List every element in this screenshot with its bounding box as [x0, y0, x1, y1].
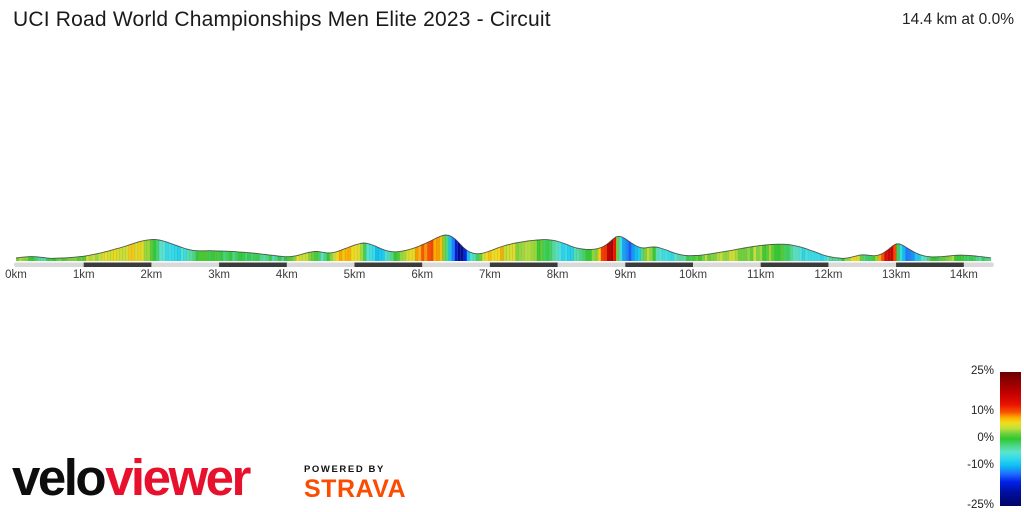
strava-logo: STRAVA — [304, 475, 407, 503]
x-tick-label: 10km — [678, 269, 708, 281]
x-tick-label: 4km — [275, 269, 298, 281]
elevation-profile-chart[interactable] — [0, 0, 1024, 270]
x-tick-label: 6km — [411, 269, 434, 281]
gradient-legend-colorbar — [1000, 372, 1021, 506]
legend-tick-label: -10% — [967, 458, 994, 471]
x-tick-label: 3km — [208, 269, 230, 281]
x-tick-label: 1km — [72, 269, 95, 281]
veloviewer-logo-viewer: viewer — [105, 449, 251, 506]
powered-by-label: POWERED BY — [304, 464, 385, 475]
veloviewer-logo[interactable]: veloviewer — [12, 452, 251, 509]
strava-attribution[interactable]: POWERED BY STRAVA — [304, 464, 407, 503]
chart-title: UCI Road World Championships Men Elite 2… — [13, 8, 551, 31]
legend-tick-label: 25% — [970, 365, 994, 377]
distance-gradient-summary: 14.4 km at 0.0% — [901, 11, 1014, 28]
x-tick-label: 12km — [814, 269, 843, 281]
x-tick-label: 2km — [140, 269, 163, 281]
x-tick-label: 13km — [882, 269, 911, 281]
elevation-profile-svg[interactable] — [0, 0, 1024, 270]
legend-tick-label: -25% — [967, 499, 994, 511]
veloviewer-logo-velo: velo — [12, 449, 107, 506]
x-tick-label: 9km — [614, 269, 637, 281]
legend-tick-label: 10% — [970, 405, 994, 418]
legend-tick-label: 0% — [977, 432, 994, 444]
x-tick-label: 11km — [747, 269, 775, 281]
x-tick-label: 14km — [949, 269, 978, 281]
x-tick-label: 5km — [343, 269, 366, 281]
x-tick-label: 0km — [5, 269, 27, 281]
gradient-legend: 25% 10% 0% -10% -25% — [914, 365, 1024, 512]
x-tick-label: 7km — [479, 269, 501, 281]
x-tick-label: 8km — [546, 269, 569, 281]
